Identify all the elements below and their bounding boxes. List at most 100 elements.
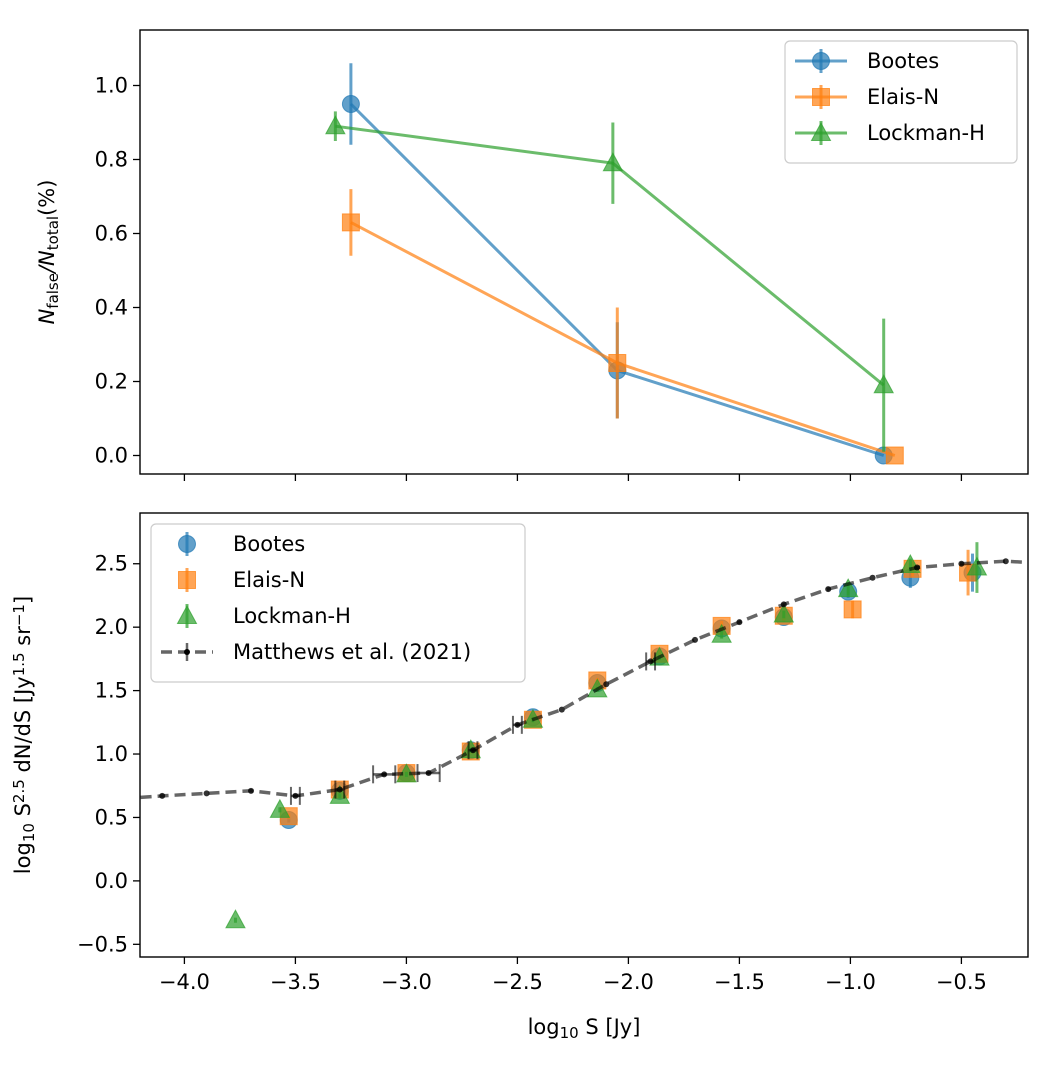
matthews-point [381, 771, 388, 778]
matthews-point [825, 586, 832, 593]
legend-box [150, 523, 526, 683]
matthews-point [1002, 558, 1009, 565]
legend-marker [812, 52, 830, 70]
matthews-point [692, 636, 698, 643]
point-lockman [773, 603, 795, 623]
legend-label-lockman: Lockman-H [233, 604, 351, 628]
label-part: (%) [35, 180, 59, 216]
y-tick-label: 1.5 [95, 679, 128, 703]
legend-handle-matthews [161, 643, 213, 661]
y-tick-label: 0.4 [95, 296, 128, 320]
y-tick-label: 1.0 [95, 74, 128, 98]
series-elais [341, 189, 904, 465]
label-part: /N [35, 250, 59, 275]
legend-handle-bootes [178, 532, 196, 556]
matthews-point [336, 786, 343, 793]
label-part: S [11, 803, 35, 823]
plot-area [104, 542, 1053, 929]
point-lockman [873, 374, 895, 394]
legend-marker [178, 535, 196, 553]
axes-frame [139, 29, 1029, 475]
plot-area [325, 63, 904, 465]
x-tick-label: −0.5 [936, 970, 987, 994]
series-matthews [104, 558, 1053, 805]
legend-label-elais: Elais-N [233, 568, 305, 592]
matthews-point [558, 706, 565, 713]
legend-marker [810, 121, 832, 141]
legend-label-lockman: Lockman-H [867, 121, 985, 145]
legend-label-bootes: Bootes [867, 49, 939, 73]
label-part: ] [11, 596, 35, 604]
legend-label-matthews: Matthews et al. (2021) [233, 640, 471, 664]
label-part: 10 [20, 823, 38, 842]
legend-handle-elais [795, 85, 847, 109]
matthews-point [159, 792, 166, 799]
legend-handle-lockman [176, 604, 198, 628]
y-axis-label: Nfalse/Ntotal(%) [35, 180, 62, 325]
matthews-point [104, 797, 110, 803]
y-axis-label: log10 S2.5 dN/dS [Jy1.5 sr−1] [10, 596, 38, 874]
point-elais [608, 354, 627, 372]
y-tick-label: 2.5 [95, 552, 128, 576]
top-panel: 0.0 0.2 0.4 0.6 0.8 1.0 Bootes Elais-N Lockman-H… [35, 29, 1029, 481]
x-axis-label-text: log10 S [Jy] [528, 1015, 641, 1042]
matthews-point [425, 770, 432, 777]
series-lockman [325, 111, 895, 452]
point-elais [885, 446, 904, 465]
point-elais [341, 213, 360, 232]
y-tick-label: 0.8 [95, 148, 128, 172]
x-tick-label: −1.0 [825, 970, 876, 994]
y-tick-label: 1.0 [95, 742, 128, 766]
label-part: 1.5 [10, 652, 28, 676]
legend-dot [184, 649, 190, 655]
label-part: log [528, 1015, 560, 1039]
matthews-line [140, 559, 1028, 800]
point-elais [843, 600, 862, 619]
legend-marker [178, 571, 196, 589]
matthews-point [914, 564, 920, 571]
label-part: sr [11, 626, 35, 653]
label-part: N [35, 308, 59, 324]
label-part: dN/dS [Jy [11, 676, 35, 779]
point-lockman [966, 556, 988, 576]
point-lockman [711, 623, 732, 643]
label-part: total [44, 216, 62, 250]
point-lockman [325, 115, 346, 135]
matthews-point [203, 790, 210, 797]
y-tick-label: 0.5 [95, 805, 128, 829]
y-tick-label: 0.0 [95, 869, 128, 893]
legend-label-elais: Elais-N [867, 85, 939, 109]
legend-marker [176, 604, 198, 624]
label-part: −1 [10, 604, 28, 626]
x-tick-label: −3.5 [270, 970, 321, 994]
point-lockman [837, 578, 859, 598]
matthews-point [780, 601, 787, 608]
y-tick-label: 2.0 [95, 615, 128, 639]
legend-handle-elais [178, 568, 196, 592]
matthews-point [603, 681, 610, 688]
point-bootes [341, 95, 360, 113]
x-tick-label: −2.0 [603, 970, 654, 994]
label-part: S [Jy] [579, 1015, 641, 1039]
series-line-elais [350, 221, 896, 457]
x-axis-label: log10 S [Jy] [528, 1015, 641, 1042]
bottom-panel: −4.0 −3.5 −3.0 −2.5 −2.0 −1.5 −1.0 −0.5 −0.5 0.0 0… [10, 512, 1053, 994]
label-part: 2.5 [10, 779, 28, 803]
point-lockman [602, 152, 624, 172]
x-tick-label: −2.5 [492, 970, 543, 994]
legend-handle-lockman [795, 121, 847, 145]
legend: Bootes Elais-N Lockman-H Matthews et al. (2… [150, 523, 526, 683]
matthews-point [514, 721, 521, 728]
label-part: 10 [560, 1024, 579, 1042]
matthews-point [869, 574, 876, 581]
matthews-point [736, 619, 743, 626]
label-part: log [11, 842, 35, 874]
matthews-point [1047, 561, 1053, 567]
x-tick-label: −3.0 [381, 970, 432, 994]
matthews-point [470, 747, 476, 754]
matthews-point [292, 792, 299, 799]
matthews-point [248, 787, 254, 794]
axes-frame [139, 512, 1029, 958]
legend-marker [812, 88, 830, 106]
